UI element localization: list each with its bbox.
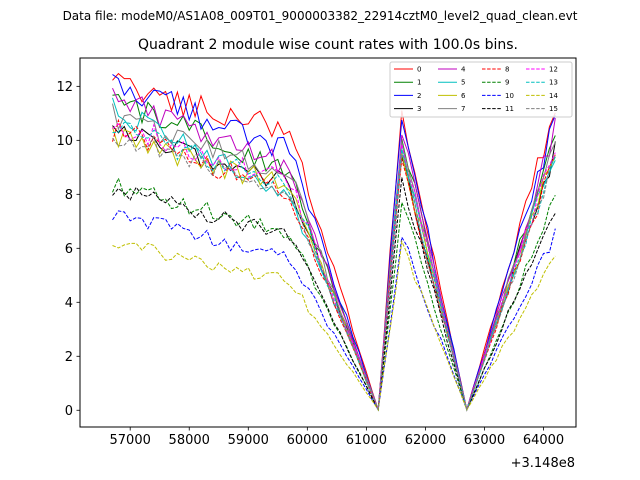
legend-label-1: 1 [417,79,421,87]
x-tick-label: 60000 [287,433,328,448]
y-tick-label: 6 [65,242,73,257]
x-tick-label: 57000 [110,433,151,448]
series-line-7 [112,103,556,412]
x-tick-label: 62000 [405,433,446,448]
legend-label-13: 13 [549,79,558,87]
x-tick-label: 61000 [346,433,387,448]
x-tick-label: 64000 [523,433,564,448]
y-tick-label: 8 [65,188,73,203]
legend-label-11: 11 [505,105,514,113]
series-line-9 [112,176,556,412]
legend-label-10: 10 [505,92,514,100]
legend-label-3: 3 [417,105,421,113]
legend-frame [389,61,573,118]
x-tick-label: 58000 [169,433,210,448]
x-axis-offset-label: +3.148e8 [511,456,575,471]
legend-label-12: 12 [549,66,558,74]
y-tick-label: 2 [65,350,73,365]
series-layer [112,72,556,412]
x-tick-label: 63000 [464,433,505,448]
legend-label-2: 2 [417,92,421,100]
legend-label-8: 8 [505,66,509,74]
series-line-0 [112,72,556,410]
x-axis: 57000 58000 59000 60000 61000 62000 63000 64000 [110,427,564,448]
x-tick-label: 59000 [228,433,269,448]
legend-label-6: 6 [461,92,466,100]
y-tick-label: 10 [56,134,73,149]
y-axis: 0 2 4 6 8 10 12 [56,80,80,419]
y-tick-label: 0 [65,404,73,419]
series-line-10 [112,210,556,412]
legend-label-14: 14 [549,92,558,100]
legend-label-0: 0 [417,66,421,74]
legend-label-9: 9 [505,79,509,87]
series-line-12 [112,123,556,412]
series-line-11 [112,177,556,412]
legend-label-15: 15 [549,105,558,113]
y-tick-label: 4 [65,296,73,311]
plot-frame [79,57,577,428]
series-line-15 [112,135,556,412]
series-line-14 [112,239,556,412]
plot-area: 57000 58000 59000 60000 61000 62000 63000 64000… [56,57,577,448]
legend-label-4: 4 [461,66,466,74]
legend-label-7: 7 [461,105,465,113]
series-line-8 [112,118,556,412]
legend-label-5: 5 [461,79,465,87]
y-tick-label: 12 [56,80,73,95]
chart-title: Quadrant 2 module wise count rates with … [138,37,518,53]
chart-suptitle: Data file: modeM0/AS1A08_009T01_90000033… [63,9,578,23]
